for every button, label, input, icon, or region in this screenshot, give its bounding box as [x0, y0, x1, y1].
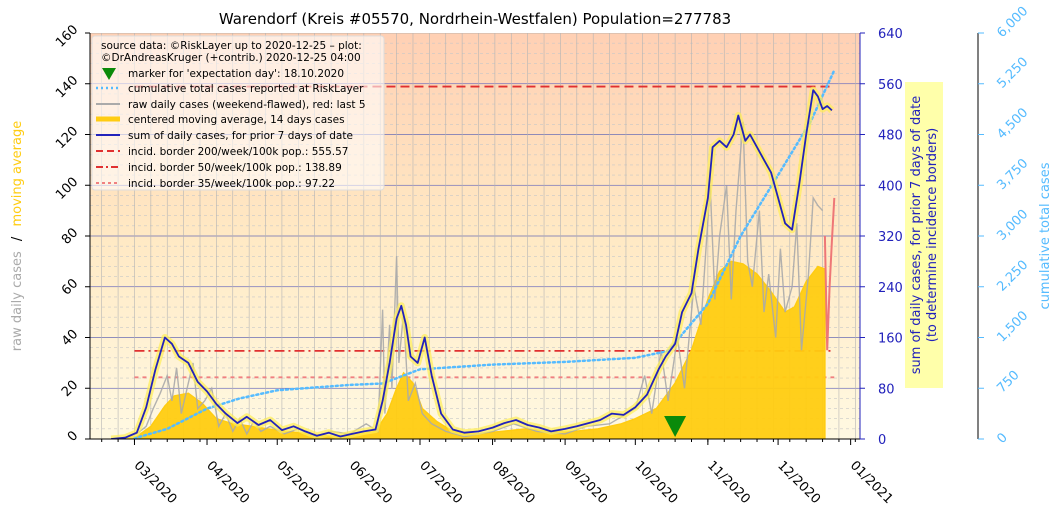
x-axis-tick-label: 11/2020: [704, 458, 753, 507]
expectation-day-marker: [664, 416, 687, 437]
right-axis-tick-label: 640: [878, 27, 903, 42]
right-axis-tick-label: 320: [878, 230, 903, 245]
x-axis-tick-label: 08/2020: [489, 458, 538, 507]
series-layer: [110, 68, 836, 439]
far-right-axis-tick-label: 750: [994, 368, 1022, 396]
far-right-axis-tick-label: 5,250: [994, 55, 1031, 92]
legend-source-line-2: ©DrAndreasKruger (+contrib.) 2020-12-25 …: [101, 52, 361, 64]
legend: source data: ©RiskLayer up to 2020-12-25…: [91, 35, 385, 191]
x-axis-tick-label: 01/2021: [847, 458, 896, 507]
right-axis-tick-label: 560: [878, 78, 903, 93]
far-right-axis-tick-label: 0: [994, 430, 1010, 446]
legend-item-cumulative: cumulative total cases reported at RiskL…: [128, 83, 364, 95]
far-right-axis-tick-label: 3,750: [994, 156, 1031, 193]
right-axis-tick-label: 480: [878, 129, 903, 144]
left-axis-label-raw: raw daily cases: [10, 251, 25, 351]
legend-source-line-1: source data: ©RiskLayer up to 2020-12-25…: [101, 40, 362, 52]
left-axis-tick-label: 140: [53, 73, 81, 101]
right-axis-label-highlight: [905, 82, 943, 388]
right-axis-tick-label: 240: [878, 281, 903, 296]
legend-marker-triangle-icon: [102, 68, 116, 80]
far-right-axis-tick-label: 1,500: [994, 308, 1031, 345]
legend-item-border200: incid. border 200/week/100k pop.: 555.57: [128, 146, 348, 158]
far-right-axis-tick-label: 2,250: [994, 258, 1031, 295]
x-axis-tick-label: 06/2020: [346, 458, 395, 507]
x-axis-tick-label: 07/2020: [416, 458, 465, 507]
x-axis-tick-label: 03/2020: [131, 458, 180, 507]
right-axis-label-line-1: sum of daily cases, for prior 7 days of …: [909, 96, 924, 375]
left-axis-label-moving-average: moving average: [10, 121, 25, 227]
legend-box: [91, 35, 385, 191]
left-axis-tick-label: 0: [65, 428, 81, 444]
raw-last5-line: [823, 197, 836, 351]
legend-item-expectation-day: marker for 'expectation day': 18.10.2020: [128, 68, 344, 80]
left-axis-tick-label: 100: [53, 175, 81, 203]
legend-item-border35: incid. border 35/week/100k pop.: 97.22: [128, 178, 335, 190]
right-axis-tick-label: 160: [878, 332, 903, 347]
left-axis-tick-label: 40: [59, 327, 81, 349]
right-axis-tick-label: 0: [878, 433, 886, 448]
grid-layer: [90, 33, 860, 439]
right-axis-tick-label: 400: [878, 179, 903, 194]
left-axis-tick-label: 120: [53, 124, 81, 152]
left-axis-tick-label: 80: [59, 225, 81, 247]
sum7-line: [111, 89, 833, 439]
far-right-axis-tick-label: 3,000: [994, 207, 1031, 244]
raw-daily-line: [120, 121, 824, 439]
x-axis-tick-label: 09/2020: [561, 458, 610, 507]
legend-item-sum7: sum of daily cases, for prior 7 days of …: [128, 130, 353, 142]
right-axis-label-line-2: (to determine incidence borders): [925, 128, 940, 343]
far-right-axis-label: cumulative total cases: [1038, 162, 1053, 309]
left-axis-label-separator: /: [10, 236, 25, 241]
cumulative-line: [133, 68, 836, 439]
x-axis-tick-label: 12/2020: [774, 458, 823, 507]
left-axis-label: raw daily cases / moving average: [10, 121, 25, 351]
legend-item-raw: raw daily cases (weekend-flawed), red: l…: [128, 99, 366, 111]
right-axis-tick-label: 80: [878, 382, 895, 397]
x-axis-tick-label: 04/2020: [203, 458, 252, 507]
left-axis-tick-label: 160: [53, 22, 81, 50]
left-axis-tick-label: 60: [59, 276, 81, 298]
chart-title: Warendorf (Kreis #05570, Nordrhein-Westf…: [219, 10, 731, 28]
legend-item-moving-average: centered moving average, 14 days cases: [128, 114, 345, 126]
x-axis-tick-label: 05/2020: [273, 458, 322, 507]
legend-item-border50: incid. border 50/week/100k pop.: 138.89: [128, 162, 342, 174]
left-axis-tick-label: 20: [59, 378, 81, 400]
x-axis-tick-label: 10/2020: [632, 458, 681, 507]
far-right-axis-tick-label: 4,500: [994, 105, 1031, 142]
far-right-axis-tick-label: 6,000: [994, 4, 1031, 41]
